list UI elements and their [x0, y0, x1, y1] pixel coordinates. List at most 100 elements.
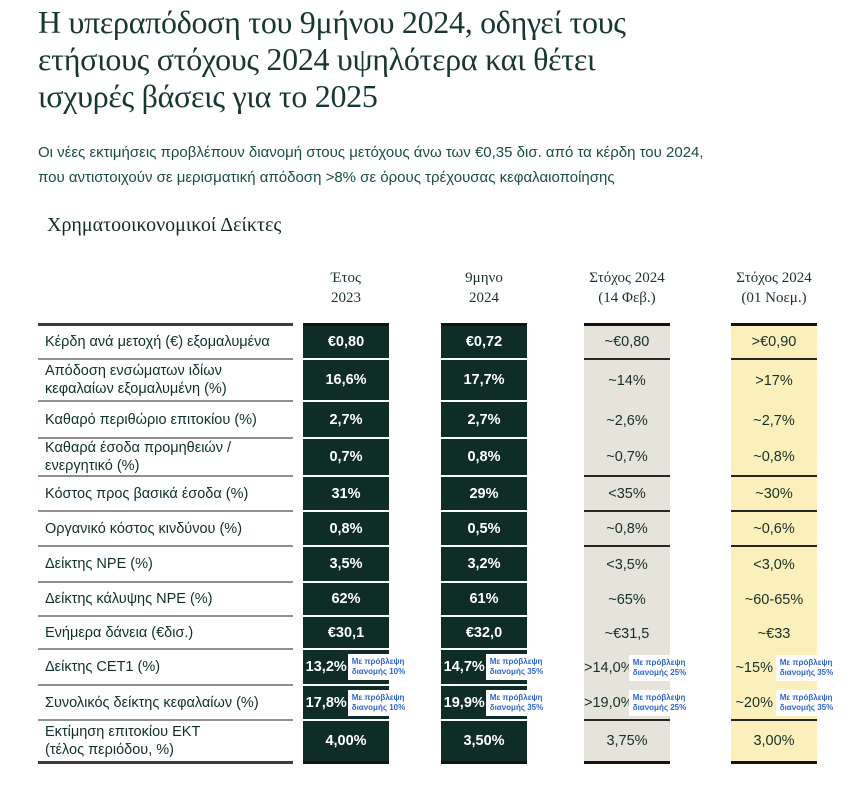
border-segment-col	[731, 761, 817, 764]
cell-value: 3,00%	[753, 733, 795, 749]
value-cell-year-2023: 62%	[303, 583, 389, 617]
note-line: διανομής 10%	[351, 667, 406, 676]
value-cell-year-2023: 2,7%	[303, 402, 389, 439]
value-cell-target-nov: ~20% Με πρόβλεψη διανομής 35%	[731, 686, 838, 721]
row-label-text: Οργανικό κόστος κινδύνου (%)	[45, 520, 243, 537]
column-header-line: (14 Φεβ.)	[598, 290, 656, 306]
note-line: Με πρόβλεψη	[489, 692, 543, 702]
cell-value: >19,0%	[584, 694, 634, 711]
value-cell-target-feb: ~0,8%	[584, 512, 670, 547]
note-line: Με πρόβλεψη	[489, 657, 543, 666]
value-cell-year-2023: €0,80	[303, 326, 389, 360]
value-cell-year-2023: 17,8% Με πρόβλεψη διανομής 10%	[303, 686, 410, 721]
value-cell-target-feb: >14,0% Με πρόβλεψη διανομής 25%	[584, 650, 691, 686]
value-cell-year-2023: €30,1	[303, 617, 389, 650]
cell-value: €0,80	[327, 334, 365, 350]
value-cell-year-2023: 0,8%	[303, 512, 389, 547]
cell-value: ~15%	[735, 660, 773, 676]
row-label: Κέρδη ανά μετοχή (€) εξομαλυμένα	[38, 326, 293, 360]
row-label-text: Δείκτης κάλυψης NPE (%)	[45, 591, 213, 607]
cell-value: ~14%	[608, 373, 646, 389]
note-line: διανομής 35%	[489, 702, 544, 712]
subtitle-line: Οι νέες εκτιμήσεις προβλέπουν διανομή στ…	[38, 144, 704, 161]
row-label-text: Ενήμερα δάνεια (€δισ.)	[45, 624, 194, 641]
border-segment-col	[731, 323, 817, 326]
cell-value: ~0,8%	[606, 520, 648, 537]
value-cell-target-nov: >€0,90	[731, 326, 817, 360]
value-cell-target-feb: ~0,7%	[584, 439, 670, 477]
border-segment-col	[441, 761, 527, 764]
cell-value: ~65%	[608, 592, 646, 608]
distribution-note: Με πρόβλεψη διανομής 10%	[347, 654, 410, 680]
page-title: Η υπεραπόδοση του 9μήνου 2024, οδηγεί το…	[38, 4, 850, 115]
cell-value: 3,5%	[329, 556, 363, 572]
value-cell-target-feb: >19,0% Με πρόβλεψη διανομής 25%	[584, 686, 691, 721]
row-label-text: Απόδοση ενσώματων ιδίων κεφαλαίων εξομαλ…	[45, 363, 227, 397]
column-header-line: Στόχος 2024	[589, 270, 665, 286]
table-row: Οργανικό κόστος κινδύνου (%) 0,8% 0,5% ~…	[38, 512, 828, 547]
column-header-line: Στόχος 2024	[736, 270, 812, 286]
cell-value: 29%	[469, 485, 499, 502]
distribution-note: Με πρόβλεψη διανομής 25%	[628, 655, 691, 681]
value-cell-target-nov: >17%	[731, 360, 817, 402]
subtitle: Οι νέες εκτιμήσεις προβλέπουν διανομή στ…	[38, 140, 850, 190]
cell-value: 16,6%	[325, 372, 367, 388]
value-cell-9m-2024: 0,8%	[441, 439, 527, 477]
border-segment-col	[584, 323, 670, 326]
row-label-text: Εκτίμηση επιτοκίου ΕΚΤ (τέλος περιόδου, …	[45, 724, 201, 758]
cell-value: ~30%	[755, 485, 793, 502]
note-line: διανομής 10%	[351, 702, 406, 712]
value-cell-target-feb: <3,5%	[584, 547, 670, 583]
border-segment-col	[441, 323, 527, 326]
cell-value: ~20%	[735, 694, 773, 711]
cell-value: <35%	[608, 485, 646, 502]
distribution-note: Με πρόβλεψη διανομής 35%	[485, 654, 548, 680]
value-cell-9m-2024: 3,2%	[441, 547, 527, 583]
cell-value: 13,2%	[305, 659, 347, 675]
value-cell-target-nov: ~0,8%	[731, 439, 817, 477]
row-label: Κόστος προς βασικά έσοδα (%)	[38, 477, 293, 512]
row-label-text: Δείκτης CET1 (%)	[45, 659, 161, 675]
distribution-note: Με πρόβλεψη διανομής 10%	[347, 689, 410, 716]
row-label-text: Συνολικός δείκτης κεφαλαίων (%)	[45, 694, 259, 711]
cell-value: 31%	[331, 485, 361, 502]
row-label: Δείκτης CET1 (%)	[38, 650, 293, 686]
value-cell-year-2023: 13,2% Με πρόβλεψη διανομής 10%	[303, 650, 410, 686]
value-cell-9m-2024: 17,7%	[441, 360, 527, 402]
section-heading: Χρηματοοικονομικοί Δείκτες	[47, 214, 282, 236]
cell-value: 17,7%	[463, 372, 505, 388]
border-segment-col	[584, 761, 670, 764]
value-cell-target-nov: 3,00%	[731, 721, 817, 761]
column-header-line: 2024	[469, 290, 499, 306]
distribution-note: Με πρόβλεψη διανομής 35%	[775, 655, 838, 681]
table-body: Κέρδη ανά μετοχή (€) εξομαλυμένα €0,80 €…	[38, 326, 838, 761]
column-header-year-2023: Έτος 2023	[303, 268, 389, 310]
cell-value: ~0,7%	[606, 449, 648, 465]
value-cell-year-2023: 3,5%	[303, 547, 389, 583]
note-line: Με πρόβλεψη	[779, 692, 833, 702]
cell-value: 62%	[331, 591, 361, 607]
column-header-line: 2023	[331, 290, 361, 306]
table-row: Συνολικός δείκτης κεφαλαίων (%) 17,8% Με…	[38, 686, 838, 721]
row-label: Συνολικός δείκτης κεφαλαίων (%)	[38, 686, 293, 721]
border-segment-labels	[38, 761, 293, 764]
value-cell-target-nov: <3,0%	[731, 547, 817, 583]
cell-value: €0,72	[465, 334, 503, 350]
column-header-target-nov: Στόχος 2024 (01 Νοεμ.)	[731, 268, 817, 310]
row-label-text: Καθαρό περιθώριο επιτοκίου (%)	[45, 411, 257, 428]
row-label: Καθαρά έσοδα προμηθειών / ενεργητικό (%)	[38, 439, 293, 477]
value-cell-target-feb: ~€0,80	[584, 326, 670, 360]
column-header-line: Έτος	[331, 270, 361, 286]
table-row: Δείκτης CET1 (%) 13,2% Με πρόβλεψη διανο…	[38, 650, 838, 686]
financial-table: Έτος 2023 9μηνο 2024 Στόχος 2024 (14 Φεβ…	[38, 268, 838, 764]
note-line: διανομής 25%	[632, 668, 687, 677]
value-cell-target-feb: ~65%	[584, 583, 670, 617]
note-line: διανομής 35%	[489, 667, 544, 676]
border-segment-col	[303, 323, 389, 326]
cell-value: €30,1	[327, 624, 365, 641]
row-label: Δείκτης NPE (%)	[38, 547, 293, 583]
row-label: Οργανικό κόστος κινδύνου (%)	[38, 512, 293, 547]
column-header-line: 9μηνο	[465, 270, 503, 286]
column-header-9m-2024: 9μηνο 2024	[441, 268, 527, 310]
cell-value: 0,8%	[329, 520, 363, 537]
